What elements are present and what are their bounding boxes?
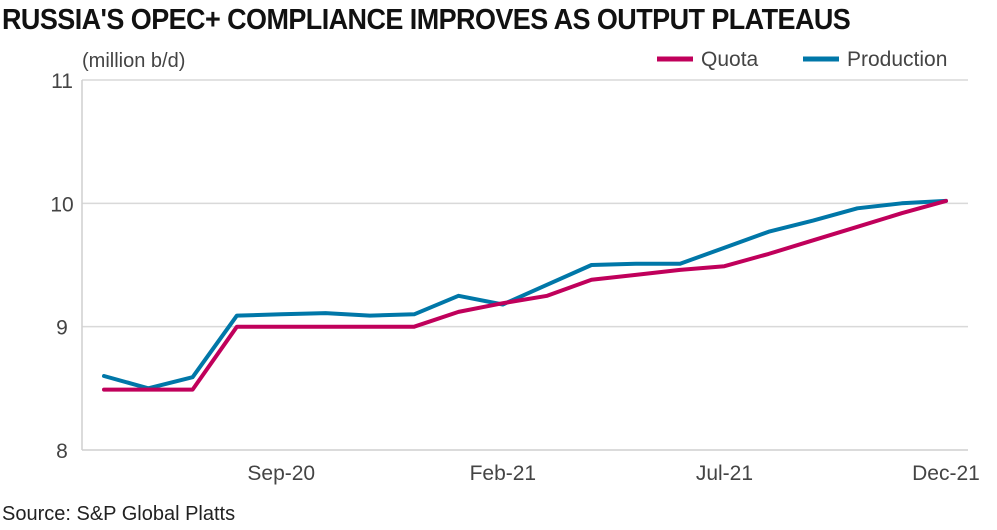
gridlines [82,79,968,328]
y-tick-label: 8 [56,440,68,463]
legend: Quota Production [657,48,947,71]
legend-label-production: Production [847,48,947,71]
y-tick-label: 9 [56,317,68,340]
x-tick-label: Sep-20 [247,462,315,485]
x-tick-label: Dec-21 [912,462,980,485]
chart-title: RUSSIA'S OPEC+ COMPLIANCE IMPROVES AS OU… [2,4,851,36]
series-line-quota [102,198,948,392]
y-tick-label: 10 [50,193,73,216]
x-axis: Sep-20 Feb-21 Jul-21 Dec-21 [82,449,980,485]
series-lines [102,198,948,392]
series-line-production [102,198,948,391]
y-axis: 8 9 10 11 [50,70,83,463]
y-tick-label: 11 [51,70,73,93]
source-note: Source: S&P Global Platts [2,503,236,525]
x-tick-label: Jul-21 [696,462,753,485]
legend-label-quota: Quota [701,48,759,71]
y-axis-unit-label: (million b/d) [82,50,185,72]
x-tick-label: Feb-21 [470,462,537,485]
